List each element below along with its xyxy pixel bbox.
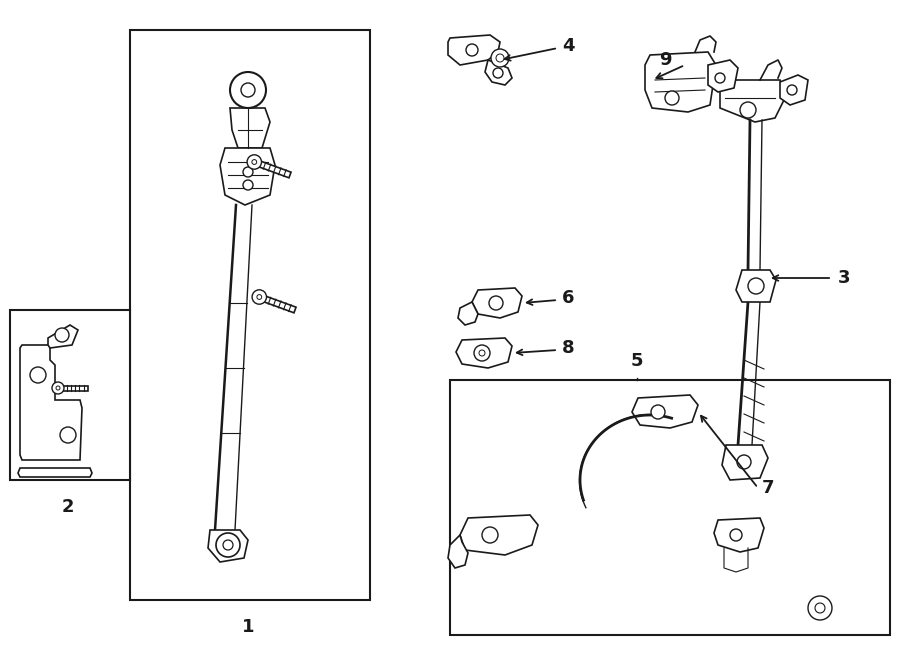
Text: 1: 1 [242,618,254,636]
Polygon shape [448,535,468,568]
Circle shape [665,91,679,105]
Polygon shape [230,108,270,148]
Circle shape [489,296,503,310]
Polygon shape [645,52,716,112]
Bar [450,380,890,635]
Polygon shape [460,515,538,555]
Circle shape [808,596,832,620]
Polygon shape [253,159,291,178]
Circle shape [474,345,490,361]
Polygon shape [714,518,764,552]
Polygon shape [208,530,248,562]
Polygon shape [58,385,88,391]
Circle shape [715,73,725,83]
Circle shape [496,54,504,62]
Circle shape [252,159,256,165]
Polygon shape [736,270,776,302]
Circle shape [241,83,255,97]
Text: 9: 9 [660,51,672,69]
Circle shape [651,405,665,419]
Polygon shape [456,338,512,368]
Circle shape [216,533,240,557]
Polygon shape [485,60,512,85]
Polygon shape [48,325,78,348]
Circle shape [252,290,266,304]
Polygon shape [258,294,296,313]
Polygon shape [472,288,522,318]
Circle shape [730,529,742,541]
Text: 8: 8 [562,339,574,357]
Circle shape [55,328,69,342]
Circle shape [230,72,266,108]
Circle shape [740,102,756,118]
Polygon shape [448,35,500,65]
Circle shape [30,367,46,383]
Circle shape [248,155,262,169]
Circle shape [223,540,233,550]
Polygon shape [722,445,768,480]
Polygon shape [220,148,275,205]
Polygon shape [780,75,808,105]
Bar [130,30,370,600]
Text: 2: 2 [62,498,74,516]
Circle shape [787,85,797,95]
Text: 7: 7 [762,479,775,497]
Circle shape [243,167,253,177]
Polygon shape [20,345,82,460]
Polygon shape [458,302,478,325]
Text: 3: 3 [838,269,850,287]
Circle shape [243,180,253,190]
Circle shape [56,386,60,390]
Circle shape [748,278,764,294]
Polygon shape [18,468,92,477]
Circle shape [737,455,751,469]
Polygon shape [720,80,785,122]
Bar [10,310,130,480]
Circle shape [491,49,509,67]
Circle shape [60,427,76,443]
Polygon shape [632,395,698,428]
Circle shape [256,295,262,299]
Circle shape [52,382,64,394]
Circle shape [466,44,478,56]
Circle shape [482,527,498,543]
Circle shape [479,350,485,356]
Circle shape [815,603,825,613]
Polygon shape [708,60,738,92]
Text: 6: 6 [562,289,574,307]
Circle shape [493,68,503,78]
Text: 4: 4 [562,37,574,55]
Text: 5: 5 [631,352,644,370]
